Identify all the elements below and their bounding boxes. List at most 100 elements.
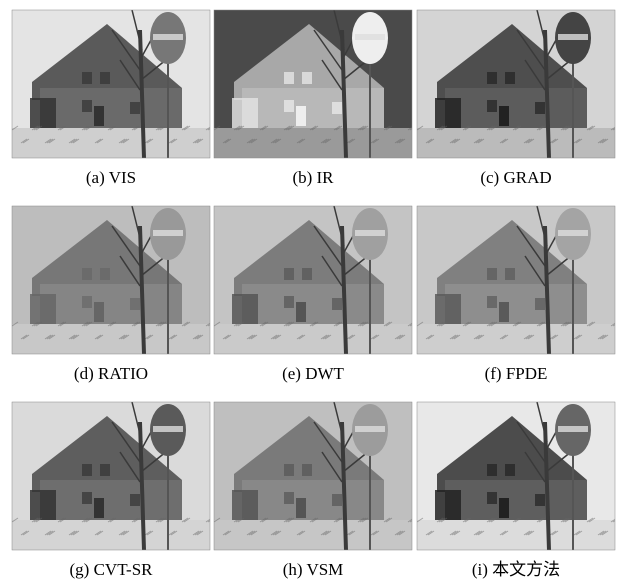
window [82,464,92,476]
image-panel [417,10,617,158]
door [296,302,306,322]
sign-bar [153,426,183,432]
window [302,268,312,280]
caption: (d) RATIO [74,364,148,383]
window [302,72,312,84]
door [94,498,104,518]
ground [417,324,615,354]
caption: (b) IR [292,168,334,187]
scene [12,402,214,550]
window [505,72,515,84]
ground [214,324,412,354]
image-panel [214,402,416,550]
caption: (g) CVT-SR [70,560,154,579]
caption: (i) 本文方法 [472,560,560,579]
sign-bar [355,230,385,236]
sign-bar [558,230,588,236]
scene [214,206,416,354]
window [82,296,92,308]
scene [417,206,617,354]
window [130,494,140,506]
door [94,302,104,322]
window [487,492,497,504]
caption: (a) VIS [86,168,136,187]
window [284,268,294,280]
window [332,298,342,310]
booth [30,294,56,326]
image-panel [417,402,617,550]
window [100,72,110,84]
window [130,298,140,310]
booth [232,294,258,326]
window [284,492,294,504]
caption: (f) FPDE [485,364,548,383]
window [100,464,110,476]
door [296,498,306,518]
figure: (a) VIS (b) IR (c) GRAD (d) RATIO (e) DWT (f)… [0,0,617,579]
window [332,494,342,506]
window [487,100,497,112]
window [535,494,545,506]
figure-canvas: (a) VIS (b) IR (c) GRAD (d) RATIO (e) DWT (f)… [0,0,617,579]
sign-bar [153,34,183,40]
scene [417,402,617,550]
ground [12,520,210,550]
door [499,498,509,518]
window [100,268,110,280]
window [332,102,342,114]
door [94,106,104,126]
window [505,268,515,280]
window [487,464,497,476]
scene [417,10,617,158]
booth [232,490,258,522]
window [82,268,92,280]
ground [12,324,210,354]
image-panel [12,402,214,550]
sign-bar [355,426,385,432]
window [82,100,92,112]
window [82,72,92,84]
window [130,102,140,114]
booth [435,294,461,326]
window [284,464,294,476]
window [284,72,294,84]
ground [214,128,412,158]
window [284,100,294,112]
caption: (h) VSM [283,560,344,579]
booth [30,98,56,130]
scene [214,402,416,550]
caption: (e) DWT [282,364,344,383]
window [535,102,545,114]
image-panel [417,206,617,354]
window [284,296,294,308]
ground [417,520,615,550]
image-panel [12,206,214,354]
ground [12,128,210,158]
window [302,464,312,476]
scene [12,206,214,354]
sign-bar [355,34,385,40]
window [487,72,497,84]
scene [214,10,416,158]
ground [214,520,412,550]
window [535,298,545,310]
window [487,296,497,308]
image-panel [12,10,214,158]
booth [435,490,461,522]
door [499,106,509,126]
window [82,492,92,504]
caption: (c) GRAD [480,168,551,187]
sign-bar [558,34,588,40]
image-panel [214,10,416,158]
image-panel [214,206,416,354]
window [487,268,497,280]
ground [417,128,615,158]
scene [12,10,214,158]
window [505,464,515,476]
door [296,106,306,126]
sign-bar [153,230,183,236]
door [499,302,509,322]
booth [232,98,258,130]
booth [435,98,461,130]
booth [30,490,56,522]
